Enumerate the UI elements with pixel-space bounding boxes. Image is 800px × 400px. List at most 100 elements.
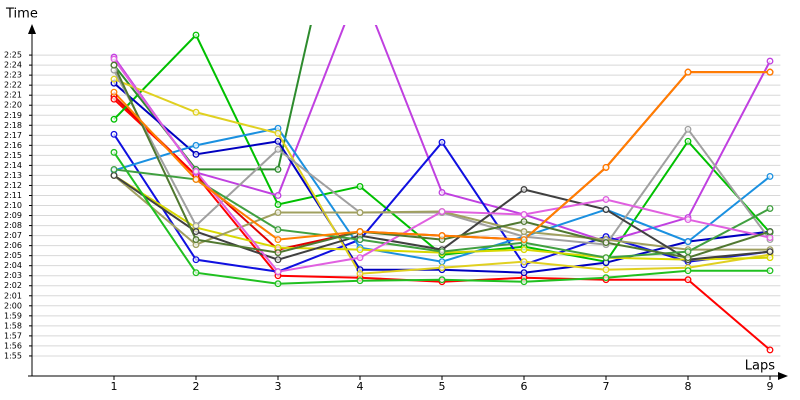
data-point	[192, 228, 200, 236]
data-point	[438, 258, 446, 266]
data-point	[602, 266, 610, 274]
y-tick-label: 2:04	[4, 261, 22, 270]
data-point	[274, 249, 282, 257]
data-point	[356, 246, 364, 254]
data-point	[192, 175, 200, 183]
y-tick-label: 2:11	[4, 191, 22, 200]
data-point	[438, 232, 446, 240]
y-tick-label: 2:14	[4, 161, 22, 170]
data-point	[602, 206, 610, 213]
y-tick-label: 2:24	[4, 61, 22, 70]
data-point	[110, 165, 118, 173]
data-point	[192, 256, 200, 264]
data-point	[192, 269, 200, 277]
data-point	[602, 254, 610, 262]
axes: Time Laps 1:551:561:571:581:592:002:012:…	[4, 7, 788, 393]
data-point	[274, 165, 282, 173]
y-tick-label: 2:05	[4, 251, 22, 260]
data-point	[602, 274, 610, 282]
y-tick-label: 2:21	[4, 91, 22, 100]
y-tick-label: 2:02	[4, 281, 22, 290]
y-axis-label: Time	[5, 7, 38, 22]
data-point	[766, 172, 774, 180]
data-point	[520, 211, 528, 218]
y-tick-label: 1:58	[4, 321, 22, 330]
series-line	[113, 33, 771, 263]
data-point	[192, 150, 200, 158]
data-point	[684, 238, 692, 246]
data-point	[602, 163, 610, 171]
data-point	[356, 209, 364, 216]
data-point	[356, 277, 364, 285]
series-line	[113, 69, 771, 246]
y-tick-label: 2:03	[4, 271, 22, 280]
data-point	[110, 95, 118, 103]
y-tick-label: 2:16	[4, 141, 22, 150]
x-tick-label: 3	[275, 380, 282, 393]
y-tick-label: 2:25	[4, 51, 22, 60]
y-tick-label: 2:22	[4, 81, 22, 90]
y-tick-label: 1:55	[4, 351, 22, 360]
data-point	[110, 61, 118, 69]
x-tick-label: 8	[685, 380, 692, 393]
data-point	[192, 31, 200, 39]
data-point	[438, 276, 446, 284]
data-point	[520, 228, 528, 236]
data-point	[684, 216, 692, 224]
data-point	[520, 246, 528, 254]
data-point	[356, 254, 364, 262]
data-point	[110, 115, 118, 123]
y-tick-label: 2:19	[4, 111, 22, 120]
data-point	[110, 130, 118, 138]
y-tick-label: 2:07	[4, 231, 22, 240]
data-point	[356, 236, 364, 244]
x-axis-label: Laps	[745, 359, 775, 374]
data-point	[766, 228, 774, 236]
data-point	[356, 228, 364, 236]
data-point	[766, 346, 774, 354]
data-point	[274, 137, 282, 145]
y-tick-label: 2:15	[4, 151, 22, 160]
data-point	[520, 278, 528, 286]
series-line	[113, 25, 312, 171]
y-tick-label: 2:00	[4, 301, 22, 310]
data-point	[356, 270, 364, 278]
data-point	[684, 248, 692, 256]
y-tick-label: 2:20	[4, 101, 22, 110]
data-point	[602, 239, 610, 247]
data-point	[110, 55, 118, 63]
x-tick-label: 7	[603, 380, 610, 393]
data-point	[274, 268, 282, 276]
data-point	[766, 234, 774, 242]
data-point	[110, 148, 118, 156]
plot-area	[110, 25, 774, 354]
data-point	[192, 236, 200, 244]
data-point	[684, 254, 692, 262]
y-tick-label: 2:08	[4, 221, 22, 230]
y-tick-label: 2:12	[4, 181, 22, 190]
data-point	[274, 129, 282, 137]
data-point	[520, 236, 528, 244]
data-point	[274, 236, 282, 244]
data-point	[520, 186, 528, 193]
y-tick-label: 2:09	[4, 211, 22, 220]
x-tick-label: 1	[111, 380, 118, 393]
data-point	[274, 209, 282, 216]
data-point	[766, 205, 774, 212]
y-tick-label: 2:13	[4, 171, 22, 180]
data-point	[766, 68, 774, 76]
data-point	[274, 145, 282, 153]
x-tick-label: 5	[439, 380, 446, 393]
y-tick-label: 2:01	[4, 291, 22, 300]
y-tick-label: 1:56	[4, 341, 22, 350]
data-point	[684, 267, 692, 275]
x-tick-label: 6	[521, 380, 528, 393]
data-point	[438, 208, 446, 215]
data-point	[766, 57, 774, 65]
data-point	[110, 171, 118, 179]
data-point	[520, 218, 528, 226]
x-arrow	[778, 372, 788, 380]
y-tick-label: 1:59	[4, 311, 22, 320]
data-point	[684, 68, 692, 76]
x-tick-label: 9	[767, 380, 774, 393]
